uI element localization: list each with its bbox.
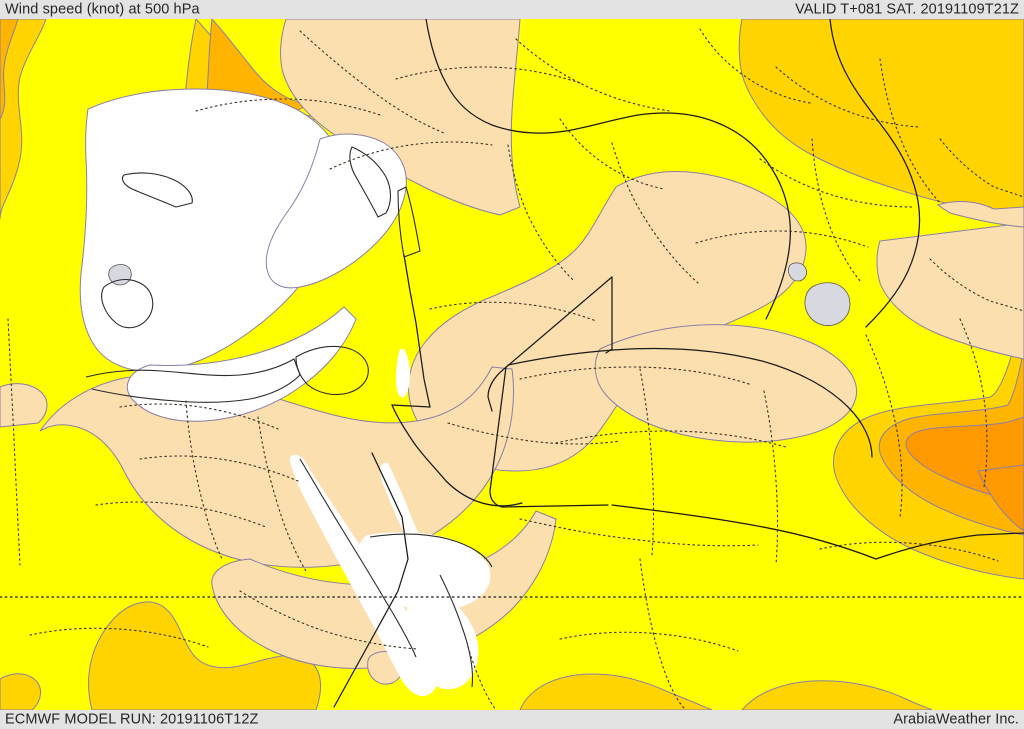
- border-iraq-jordan: [605, 276, 613, 354]
- model-run-label: ECMWF MODEL RUN: 20191106T12Z: [5, 711, 259, 727]
- admin-boundary-libya-1: [7, 318, 21, 566]
- admin-boundary-saudi-1: [519, 366, 753, 386]
- admin-boundary-saudi-3: [639, 368, 655, 556]
- border-saudi-uae: [875, 532, 1024, 560]
- border-egypt-nile-valley: [333, 452, 409, 708]
- contour-band-white-south-coast: [127, 306, 357, 422]
- contour-band-peach-zagros: [936, 201, 1024, 228]
- border-turkey-syria-iraq: [425, 19, 791, 320]
- admin-boundary-iran-2: [939, 138, 1024, 198]
- wind-speed-contour-map[interactable]: [0, 19, 1024, 710]
- border-saudi-south: [611, 504, 877, 560]
- admin-boundary-iran-3: [929, 258, 1024, 312]
- header-bar: Wind speed (knot) at 500 hPa VALID T+081…: [0, 0, 1024, 19]
- admin-boundary-iran-1: [879, 58, 941, 204]
- admin-boundary-iraq-2: [759, 158, 913, 208]
- admin-boundary-syria-2: [559, 118, 665, 190]
- coastline-red-sea-west: [299, 458, 417, 658]
- border-israel-jordan: [403, 254, 431, 408]
- admin-boundary-saudi-south-1: [559, 631, 739, 652]
- coastline-red-sea-east: [439, 574, 474, 688]
- admin-boundary-gulf-2: [865, 334, 903, 518]
- valid-time-label: VALID T+081 SAT. 20191109T21Z: [795, 1, 1019, 17]
- coastline-suez-gulf: [369, 533, 493, 568]
- border-saudi-north: [489, 366, 609, 508]
- coastline-crete: [121, 172, 193, 208]
- admin-boundary-egypt-1: [119, 403, 279, 430]
- contour-band-white-mediterranean: [79, 88, 345, 372]
- admin-boundary-turkey-west: [195, 98, 381, 116]
- coastline-levant: [397, 186, 421, 258]
- coastline-nile-delta: [295, 345, 369, 396]
- border-jordan-saudi: [391, 404, 523, 507]
- admin-boundary-syria-1: [515, 38, 671, 112]
- footer-bar: ECMWF MODEL RUN: 20191106T12Z ArabiaWeat…: [0, 710, 1024, 729]
- contour-band-white-suez-head: [356, 532, 491, 611]
- admin-boundary-saudi-5: [519, 518, 759, 547]
- contour-band-white-dead-sea: [396, 349, 410, 398]
- admin-boundary-jordan-1: [447, 422, 621, 445]
- admin-boundary-syria-4: [611, 142, 699, 284]
- admin-boundary-iraq-north: [699, 28, 811, 104]
- admin-boundary-iraq-3: [811, 138, 861, 282]
- border-iraq-iran: [829, 19, 921, 328]
- contour-band-white-cyprus: [265, 133, 407, 289]
- lake-van: [788, 262, 807, 282]
- border-israel-egypt: [391, 404, 431, 408]
- map-viewport[interactable]: [0, 19, 1024, 710]
- coastline-cyprus: [349, 146, 392, 218]
- contour-band-amber-northwest-corner: [0, 19, 19, 120]
- admin-boundary-syria-3: [507, 144, 575, 282]
- admin-boundary-anatolia-2: [329, 141, 493, 170]
- admin-boundary-egypt-6: [239, 590, 419, 650]
- admin-boundary-iraq-4: [695, 230, 869, 248]
- admin-boundary-sudan-1: [29, 627, 209, 648]
- admin-boundary-gulf-1: [959, 318, 988, 488]
- admin-boundary-uae-1: [819, 541, 999, 562]
- admin-boundary-saudi-4: [763, 390, 779, 566]
- contour-band-gold-southeast: [741, 680, 933, 710]
- contour-band-white-red-sea-north: [406, 589, 479, 690]
- coastline-aegean: [101, 278, 154, 329]
- lake-urmia: [804, 282, 851, 326]
- provider-label: ArabiaWeather Inc.: [893, 711, 1019, 727]
- contour-band-gold-west-edge: [0, 673, 41, 710]
- contour-band-peach-arabia-east: [594, 324, 858, 443]
- admin-boundary-egypt-2: [139, 455, 299, 482]
- admin-boundary-egypt-5: [95, 501, 267, 528]
- contour-band-gold-south-central: [519, 673, 713, 710]
- border-saudi-iraq-kuwait: [507, 347, 873, 458]
- border-jordan-saudi-northwest: [487, 276, 613, 412]
- contour-band-gold-northwest: [0, 19, 47, 220]
- admin-boundary-turkey-south: [395, 66, 581, 84]
- map-title: Wind speed (knot) at 500 hPa: [5, 1, 200, 17]
